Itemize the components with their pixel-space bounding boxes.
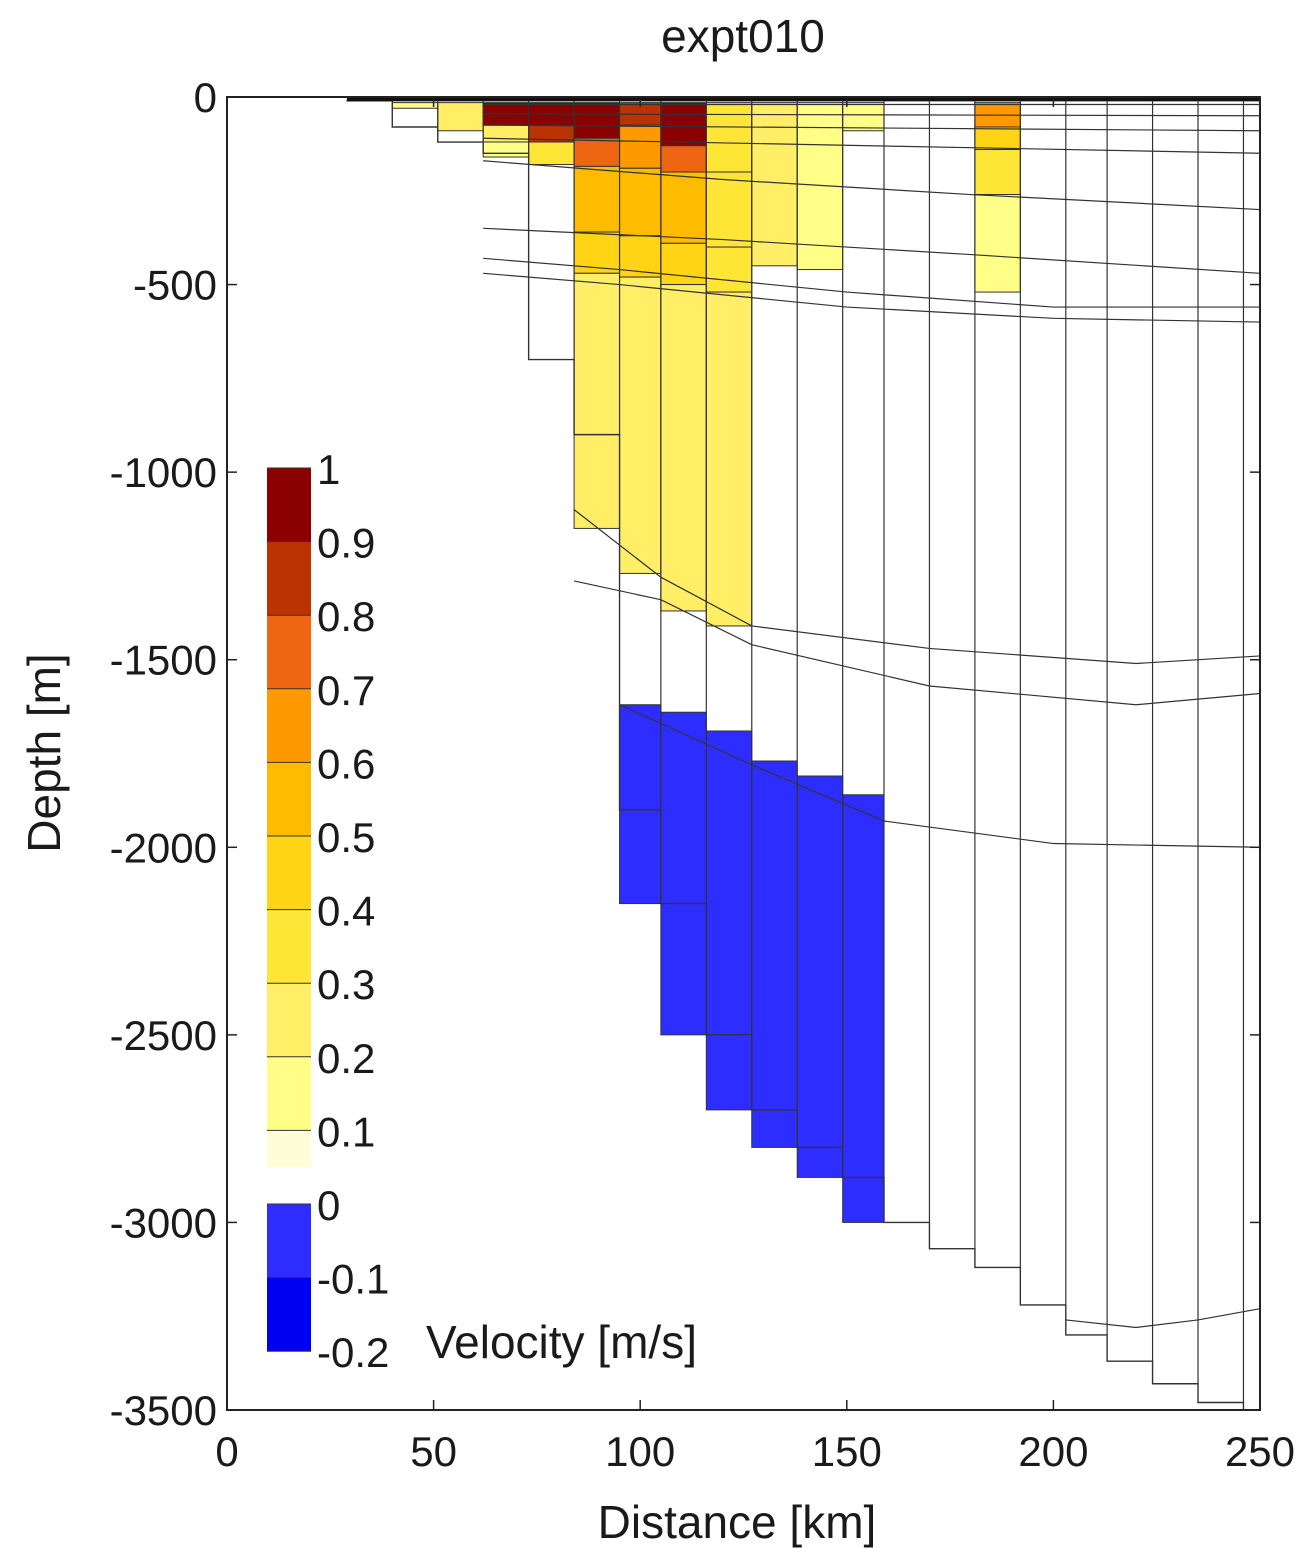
colorbar-swatch <box>267 762 311 836</box>
layer-interface <box>619 704 1261 848</box>
colorbar-tick-label: 1 <box>317 446 340 493</box>
velocity-cell <box>660 284 707 612</box>
colorbar-tick-label: 0.4 <box>317 888 375 935</box>
velocity-cell <box>437 102 484 132</box>
layer-interface <box>483 160 1261 211</box>
y-axis-label: Depth [m] <box>18 653 70 852</box>
colorbar-swatch <box>267 541 311 616</box>
y-tick-label: -3000 <box>110 1199 217 1246</box>
colorbar-tick-label: 0 <box>317 1182 340 1229</box>
colorbar-label: Velocity [m/s] <box>426 1316 697 1368</box>
layer-interface <box>483 257 1260 308</box>
colorbar-tick-label: 0.9 <box>317 520 375 567</box>
y-tick-label: -1500 <box>110 637 217 684</box>
colorbar-tick-label: 0.3 <box>317 961 375 1008</box>
colorbar-tick-label: 0.1 <box>317 1108 375 1155</box>
colorbar-tick-label: 0.5 <box>317 814 375 861</box>
velocity-cell <box>751 102 798 267</box>
velocity-cell <box>751 760 798 1148</box>
y-tick-label: -1000 <box>110 449 217 496</box>
velocity-cell <box>482 141 530 158</box>
velocity-cell <box>705 246 753 293</box>
velocity-cell <box>619 276 662 574</box>
velocity-cell <box>660 171 707 244</box>
colorbar-tick-label: 0.2 <box>317 1035 375 1082</box>
velocity-cell <box>573 137 621 167</box>
colorbar-tick-label: 0.7 <box>317 667 375 714</box>
plot-frame <box>226 96 1261 1411</box>
colorbar-tick-label: -0.1 <box>317 1256 389 1303</box>
velocity-cell <box>573 102 621 139</box>
x-axis-label: Distance [km] <box>598 1496 877 1548</box>
velocity-cell <box>660 145 707 173</box>
velocity-cell <box>660 102 707 147</box>
velocity-cell <box>974 149 1021 196</box>
x-tick-label: 200 <box>1018 1428 1088 1475</box>
x-axis: 0 50 100 150 200 250 <box>215 97 1295 1475</box>
colorbar-swatch <box>267 836 311 910</box>
velocity-cell <box>528 141 575 166</box>
layer-interface <box>483 113 1261 117</box>
x-tick-label: 0 <box>215 1428 238 1475</box>
colorbar-swatch <box>267 615 311 689</box>
x-tick-label: 100 <box>605 1428 675 1475</box>
colorbar-tick-label: 0.6 <box>317 740 375 787</box>
y-tick-label: -3500 <box>110 1387 217 1434</box>
colorbar-tick-label: 0.8 <box>317 593 375 640</box>
layer-interface <box>573 509 1261 665</box>
y-tick-label: -500 <box>133 262 217 309</box>
colorbar-tick-label: -0.2 <box>317 1329 389 1376</box>
y-tick-label: 0 <box>194 74 217 121</box>
x-tick-label: 250 <box>1225 1428 1295 1475</box>
colorbar-swatch <box>267 1056 311 1131</box>
velocity-cell <box>974 126 1021 151</box>
velocity-cell <box>705 730 753 1111</box>
velocity-cell <box>619 167 662 237</box>
layer-interface <box>483 227 1261 274</box>
colorbar-swatch-pale <box>267 1130 311 1168</box>
velocity-cell <box>705 171 753 248</box>
layer-interface <box>483 124 1261 132</box>
x-tick-label: 150 <box>812 1428 882 1475</box>
y-axis: 0 -500 -1000 -1500 -2000 -2500 -3000 -3500 <box>110 74 1260 1434</box>
y-tick-label: -2000 <box>110 824 217 871</box>
velocity-cell <box>705 291 753 627</box>
colorbar-swatch <box>267 983 311 1057</box>
colorbar-swatch <box>267 909 311 984</box>
layer-interface <box>1065 1308 1261 1329</box>
colorbar-swatch <box>267 1204 311 1278</box>
velocity-cell <box>619 124 662 169</box>
colorbar-swatch <box>267 688 311 763</box>
model-grid <box>346 96 1261 1411</box>
colorbar-swatch <box>267 468 311 542</box>
velocity-cell <box>842 794 885 1223</box>
velocity-cells <box>391 102 1021 1223</box>
bathymetry-line <box>346 100 1260 1411</box>
velocity-cell <box>660 711 707 1036</box>
velocity-cell <box>619 704 662 905</box>
velocity-cell <box>391 102 439 109</box>
layer-interface <box>573 580 1261 706</box>
velocity-cell <box>660 242 707 286</box>
velocity-cell <box>573 165 621 233</box>
velocity-cell <box>974 194 1021 293</box>
chart-title: expt010 <box>661 10 825 62</box>
velocity-cell <box>705 102 753 173</box>
y-tick-label: -2500 <box>110 1012 217 1059</box>
velocity-cell <box>842 102 885 132</box>
colorbar: 1 0.9 0.8 0.7 0.6 0.5 0.4 0.3 0.2 0.1 0 -0.1 -0.2 <box>267 446 389 1376</box>
layer-interface <box>483 272 1261 323</box>
x-tick-label: 50 <box>410 1428 457 1475</box>
velocity-cell <box>573 272 621 529</box>
colorbar-swatch <box>267 1277 311 1352</box>
velocity-cell <box>796 775 844 1178</box>
layer-interface <box>483 137 1261 154</box>
velocity-cell <box>619 235 662 278</box>
